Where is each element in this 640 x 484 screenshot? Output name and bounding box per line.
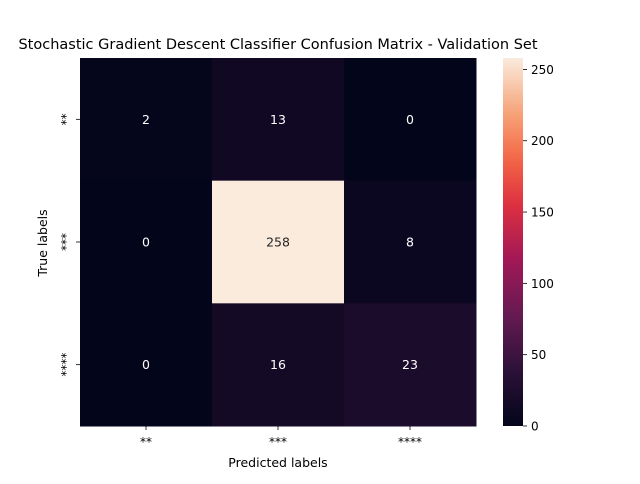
cell-value-label: 23	[402, 357, 418, 372]
heatmap-cell	[344, 180, 477, 304]
heatmap-cells	[80, 58, 477, 427]
cell-value-label: 0	[406, 112, 414, 127]
colorbar: 0 50 100 150 200 250	[503, 58, 554, 434]
cell-value-label: 16	[270, 357, 286, 372]
heatmap-cell	[344, 303, 477, 427]
cell-value-label: 258	[266, 235, 290, 250]
colorbar-tick-label: 100	[531, 277, 554, 291]
cell-value-label: 2	[142, 112, 150, 127]
colorbar-gradient	[503, 58, 523, 426]
y-tick-label: ***	[59, 233, 73, 251]
x-tick-label: ****	[398, 435, 422, 449]
heatmap-cell	[344, 58, 477, 182]
colorbar-tick-label: 150	[531, 206, 554, 220]
colorbar-tick-label: 0	[531, 420, 539, 434]
colorbar-tick-label: 50	[531, 348, 546, 362]
x-tick-label: **	[140, 435, 152, 449]
x-axis-label: Predicted labels	[228, 455, 327, 470]
cell-value-label: 0	[142, 357, 150, 372]
heatmap-cell	[80, 180, 213, 304]
cell-value-label: 0	[142, 235, 150, 250]
cell-value-label: 8	[406, 235, 414, 250]
y-tick-label: **	[59, 113, 73, 125]
x-tick-label: ***	[269, 435, 287, 449]
heatmap-cell	[80, 58, 213, 182]
heatmap-cell	[212, 303, 345, 427]
heatmap-cell	[212, 58, 345, 182]
heatmap-cell-labels: 2 13 0 0 258 8 0 16 23	[142, 112, 418, 372]
x-axis-ticks: ** *** ****	[140, 426, 422, 449]
y-axis-label: True labels	[35, 209, 50, 277]
heatmap-cell	[212, 180, 345, 304]
heatmap-cell	[80, 303, 213, 427]
colorbar-tick-label: 250	[531, 63, 554, 77]
y-axis-ticks: *********	[59, 113, 80, 377]
colorbar-tick-label: 200	[531, 134, 554, 148]
cell-value-label: 13	[270, 112, 286, 127]
y-tick-label: ****	[59, 353, 73, 377]
chart-title: Stochastic Gradient Descent Classifier C…	[18, 37, 537, 53]
